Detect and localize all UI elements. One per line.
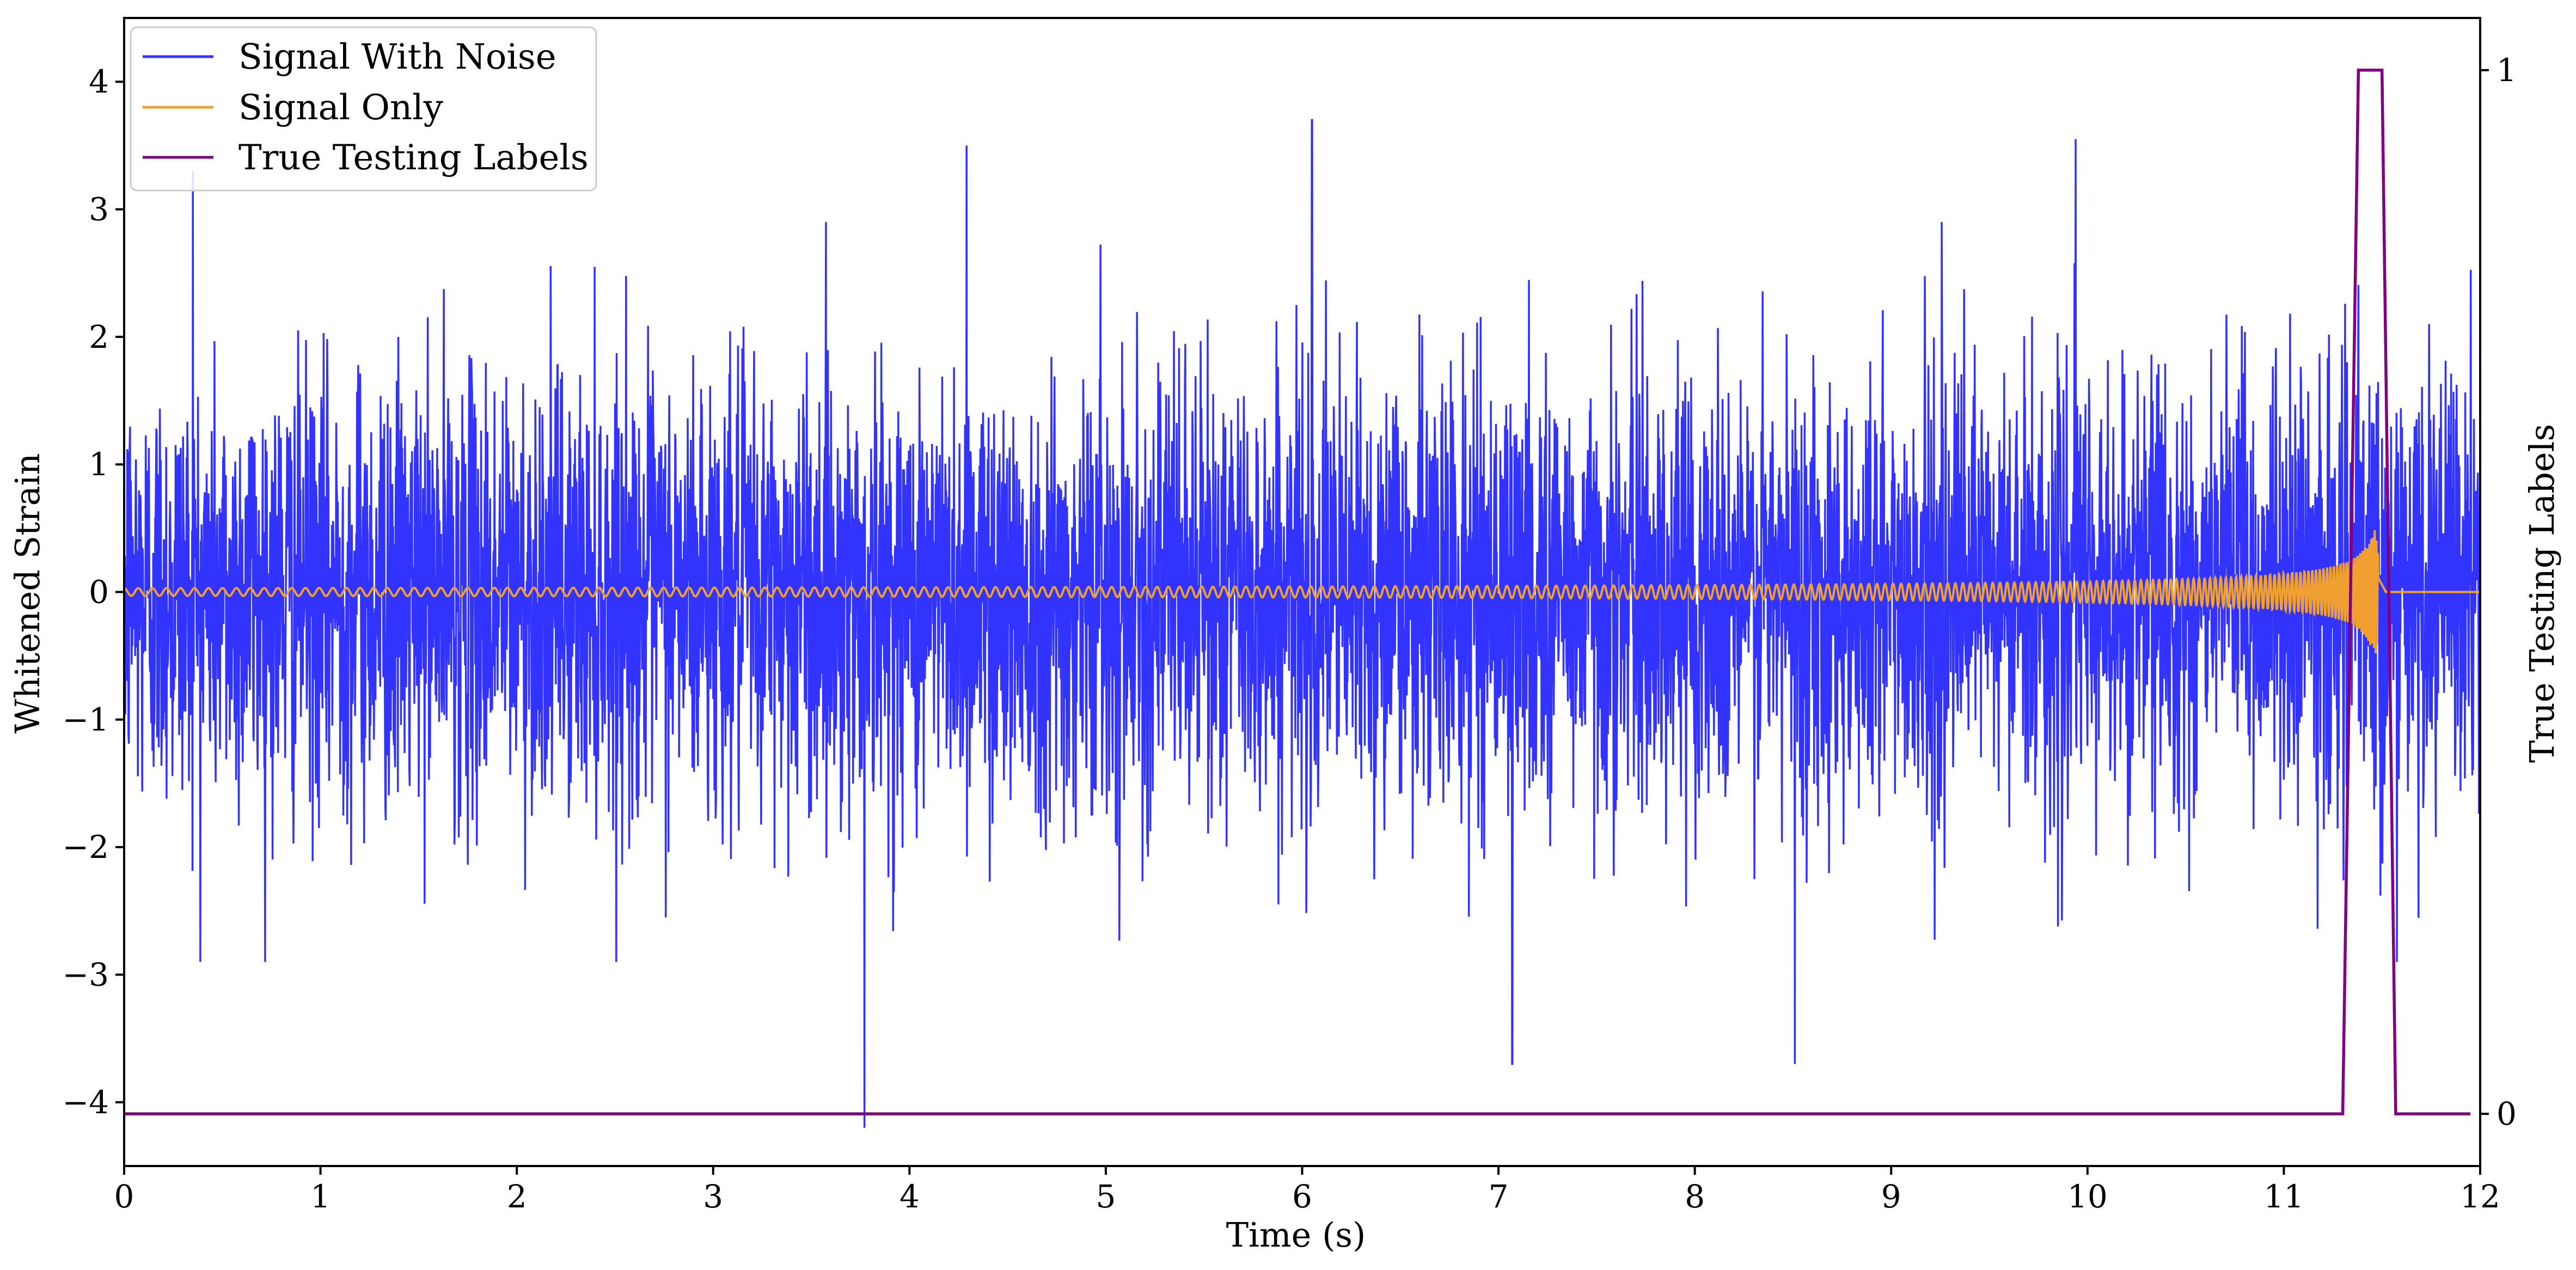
x-tick-label: 5 <box>1096 1178 1116 1215</box>
x-tick-label: 7 <box>1489 1178 1509 1215</box>
y-tick-label: 4 <box>89 63 109 100</box>
y-tick-label: 1 <box>89 446 109 483</box>
y-tick-label: −1 <box>63 701 109 738</box>
y2-tick-label: 0 <box>2497 1095 2517 1132</box>
x-tick-label: 10 <box>2067 1178 2108 1215</box>
x-axis-title: Time (s) <box>1226 1215 1366 1255</box>
legend-label-signal-with-noise: Signal With Noise <box>238 37 556 77</box>
y-tick-label: 0 <box>89 574 109 611</box>
x-tick-label: 11 <box>2264 1178 2304 1215</box>
y-axis-left: −4 −3 −2 −1 0 1 2 3 4 <box>63 63 124 1121</box>
legend-box <box>130 26 597 192</box>
plot-area <box>124 69 2480 1128</box>
series-signal-with-noise <box>124 119 2480 1128</box>
y2-axis-title: True Testing Labels <box>2522 424 2562 763</box>
x-tick-label: 0 <box>114 1178 134 1215</box>
legend: Signal With Noise Signal Only True Testi… <box>130 26 597 192</box>
y-tick-label: 2 <box>89 318 109 355</box>
legend-label-true-testing-labels: True Testing Labels <box>238 138 589 178</box>
y-axis-title: Whitened Strain <box>8 453 47 734</box>
x-tick-label: 2 <box>507 1178 527 1215</box>
x-tick-label: 9 <box>1881 1178 1901 1215</box>
x-tick-label: 8 <box>1685 1178 1705 1215</box>
x-tick-label: 3 <box>703 1178 723 1215</box>
series-true-testing-labels <box>124 69 2470 1115</box>
x-tick-label: 4 <box>900 1178 920 1215</box>
y-tick-label: −4 <box>63 1084 109 1121</box>
series-signal-only <box>124 530 2480 654</box>
x-tick-label: 12 <box>2460 1178 2500 1215</box>
x-tick-label: 6 <box>1292 1178 1312 1215</box>
y-axis-right: 01 <box>2480 52 2517 1132</box>
x-tick-label: 1 <box>310 1178 331 1215</box>
y-tick-label: 3 <box>89 191 109 228</box>
legend-label-signal-only: Signal Only <box>238 88 443 128</box>
x-axis: 0 1 2 3 4 5 6 7 8 9 10 11 12 <box>114 1166 2500 1215</box>
y-tick-label: −3 <box>63 956 109 993</box>
y2-tick-label: 1 <box>2497 52 2517 89</box>
y-tick-label: −2 <box>63 829 109 866</box>
